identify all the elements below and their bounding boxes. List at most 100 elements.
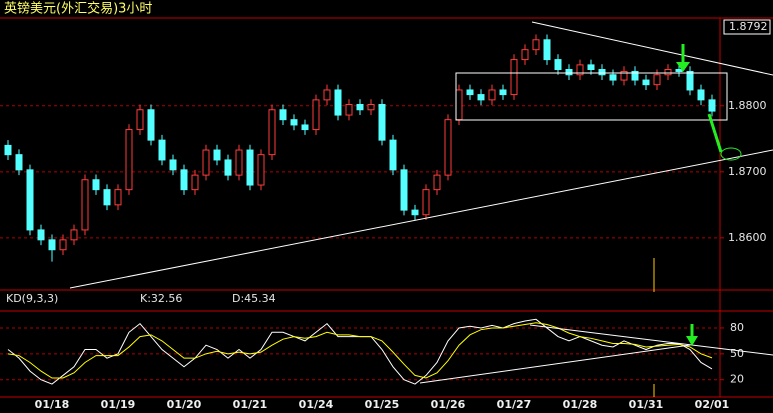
candle-body [521,49,529,61]
candle-body [224,159,232,176]
candle-body [455,89,463,121]
candle-body [620,70,628,81]
candle-body [697,89,705,101]
candle-body [686,70,694,91]
indicator-line [7,322,713,379]
range-box [455,72,728,121]
x-tick-label: 01/18 [35,398,70,411]
candle-body [37,229,45,241]
trend-line [69,149,773,289]
x-tick-label: 01/27 [497,398,532,411]
trend-line [419,344,691,384]
candle-body [103,189,111,206]
trend-line [531,21,773,76]
x-tick-label: 01/19 [101,398,136,411]
candle-body [510,59,518,96]
x-tick-label: 01/21 [233,398,268,411]
candle-body [609,74,617,81]
candle-body [444,119,452,176]
marks: 1.8800 1.8700 1.8600 01/18 01/19 01/20 01/21 01… [0,34,767,411]
candle-body [389,139,397,171]
chart-title: 英镑美元(外汇交易)3小时 [4,1,152,17]
candle-body [312,99,320,131]
y-tick-label: 80 [730,321,744,334]
candle-body [114,189,122,206]
trend-line [529,324,773,356]
candle-body [565,68,573,76]
candle-body [433,174,441,191]
candle-body [180,169,188,191]
candle-body [48,239,56,251]
candle-body [543,39,551,61]
candle-body [708,99,716,112]
arrow-head [686,336,698,346]
k-label: K:32.56 [140,292,182,305]
candle-body [631,70,639,81]
candle-body [147,109,155,141]
candle-body [169,159,177,171]
candle-body [257,154,265,186]
candle-body [653,74,661,86]
candle-body [642,79,650,86]
candle-body [26,169,34,231]
x-tick-label: 01/24 [299,398,334,411]
x-tick-label: 01/28 [563,398,598,411]
arrow [707,113,723,153]
candle-body [4,144,12,156]
candle-body [158,139,166,161]
candle-body [301,124,309,131]
candle-body [235,149,243,176]
candle-body [422,189,430,216]
x-tick-label: 02/01 [695,398,730,411]
candle-body [334,89,342,116]
indicator-title: KD(9,3,3) [6,292,58,305]
candle-body [400,169,408,211]
candle-body [378,103,386,141]
candle-body [213,149,221,161]
candle-body [70,229,78,241]
y-tick-label: 50 [730,347,744,360]
candle-body [411,209,419,216]
y-tick-label: 1.8600 [728,231,767,244]
candle-body [59,239,67,251]
y-tick-label: 20 [730,373,744,386]
candle-body [246,149,254,186]
x-tick-label: 01/25 [365,398,400,411]
candle-body [466,89,474,96]
candle-body [587,64,595,70]
candle-body [576,64,584,76]
annotations [69,21,773,397]
candle-body [598,68,606,76]
x-tick-label: 01/26 [431,398,466,411]
candle-body [323,89,331,101]
candle-body [675,68,683,72]
y-tick-label: 1.8800 [728,99,767,112]
candle-body [92,179,100,191]
candle-body [345,103,353,116]
candle-body [477,94,485,101]
y-tick-label: 1.8700 [728,165,767,178]
x-tick-label: 01/20 [167,398,202,411]
candle-body [532,39,540,51]
last-price: 1.8792 [729,20,768,33]
candle-body [81,179,89,231]
arrow-head [676,62,690,72]
candle-body [290,119,298,126]
candle-body [367,103,375,111]
candle-body [488,89,496,101]
candle-body [664,68,672,76]
candle-body [136,109,144,131]
candle-body [191,174,199,191]
candle-body [554,59,562,70]
candle-body [15,154,23,171]
d-label: D:45.34 [232,292,276,305]
candle-body [499,89,507,96]
candle-body [268,109,276,156]
candle-body [125,129,133,191]
last-price-box [723,19,771,35]
candle-body [356,103,364,111]
target-ellipse [720,147,742,161]
x-tick-label: 01/31 [629,398,664,411]
